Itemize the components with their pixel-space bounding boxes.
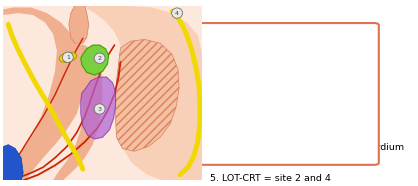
Text: 1: 1 [66, 55, 70, 60]
Polygon shape [115, 39, 179, 151]
Text: Possible CRT strategies:: Possible CRT strategies: [210, 100, 324, 109]
Circle shape [172, 8, 183, 18]
Circle shape [94, 53, 105, 63]
Text: 4. HOT-CRT = site 1 and 4: 4. HOT-CRT = site 1 and 4 [210, 158, 333, 167]
Text: 2. LBBP-CRT = site 2: 2. LBBP-CRT = site 2 [210, 127, 307, 136]
FancyBboxPatch shape [49, 23, 379, 165]
Text: 3. BVP-CRT = site 4 and RV endocardium: 3. BVP-CRT = site 4 and RV endocardium [210, 143, 404, 152]
Text: 5. LOT-CRT = site 2 and 4: 5. LOT-CRT = site 2 and 4 [210, 174, 331, 183]
Text: 4: 4 [175, 11, 179, 16]
Text: 3. Left septal pacing: 3. Left septal pacing [210, 68, 307, 76]
Circle shape [62, 52, 73, 62]
Text: 1.  His bundle pacing: 1. His bundle pacing [210, 30, 310, 39]
Polygon shape [3, 7, 85, 180]
Polygon shape [81, 45, 109, 75]
Polygon shape [83, 6, 202, 180]
Text: 1.  HBP-CRT = site 1: 1. HBP-CRT = site 1 [210, 112, 306, 121]
Text: 4. LV epicardial pacing: 4. LV epicardial pacing [210, 86, 317, 95]
Ellipse shape [59, 52, 76, 62]
Polygon shape [69, 6, 89, 43]
Polygon shape [3, 145, 23, 180]
Polygon shape [3, 6, 202, 180]
Circle shape [94, 104, 105, 114]
Text: 3: 3 [98, 107, 102, 112]
Text: 2: 2 [98, 56, 102, 61]
Polygon shape [81, 77, 115, 139]
Polygon shape [53, 43, 103, 180]
Text: 2. Left bundle branch pacing: 2. Left bundle branch pacing [210, 49, 347, 58]
